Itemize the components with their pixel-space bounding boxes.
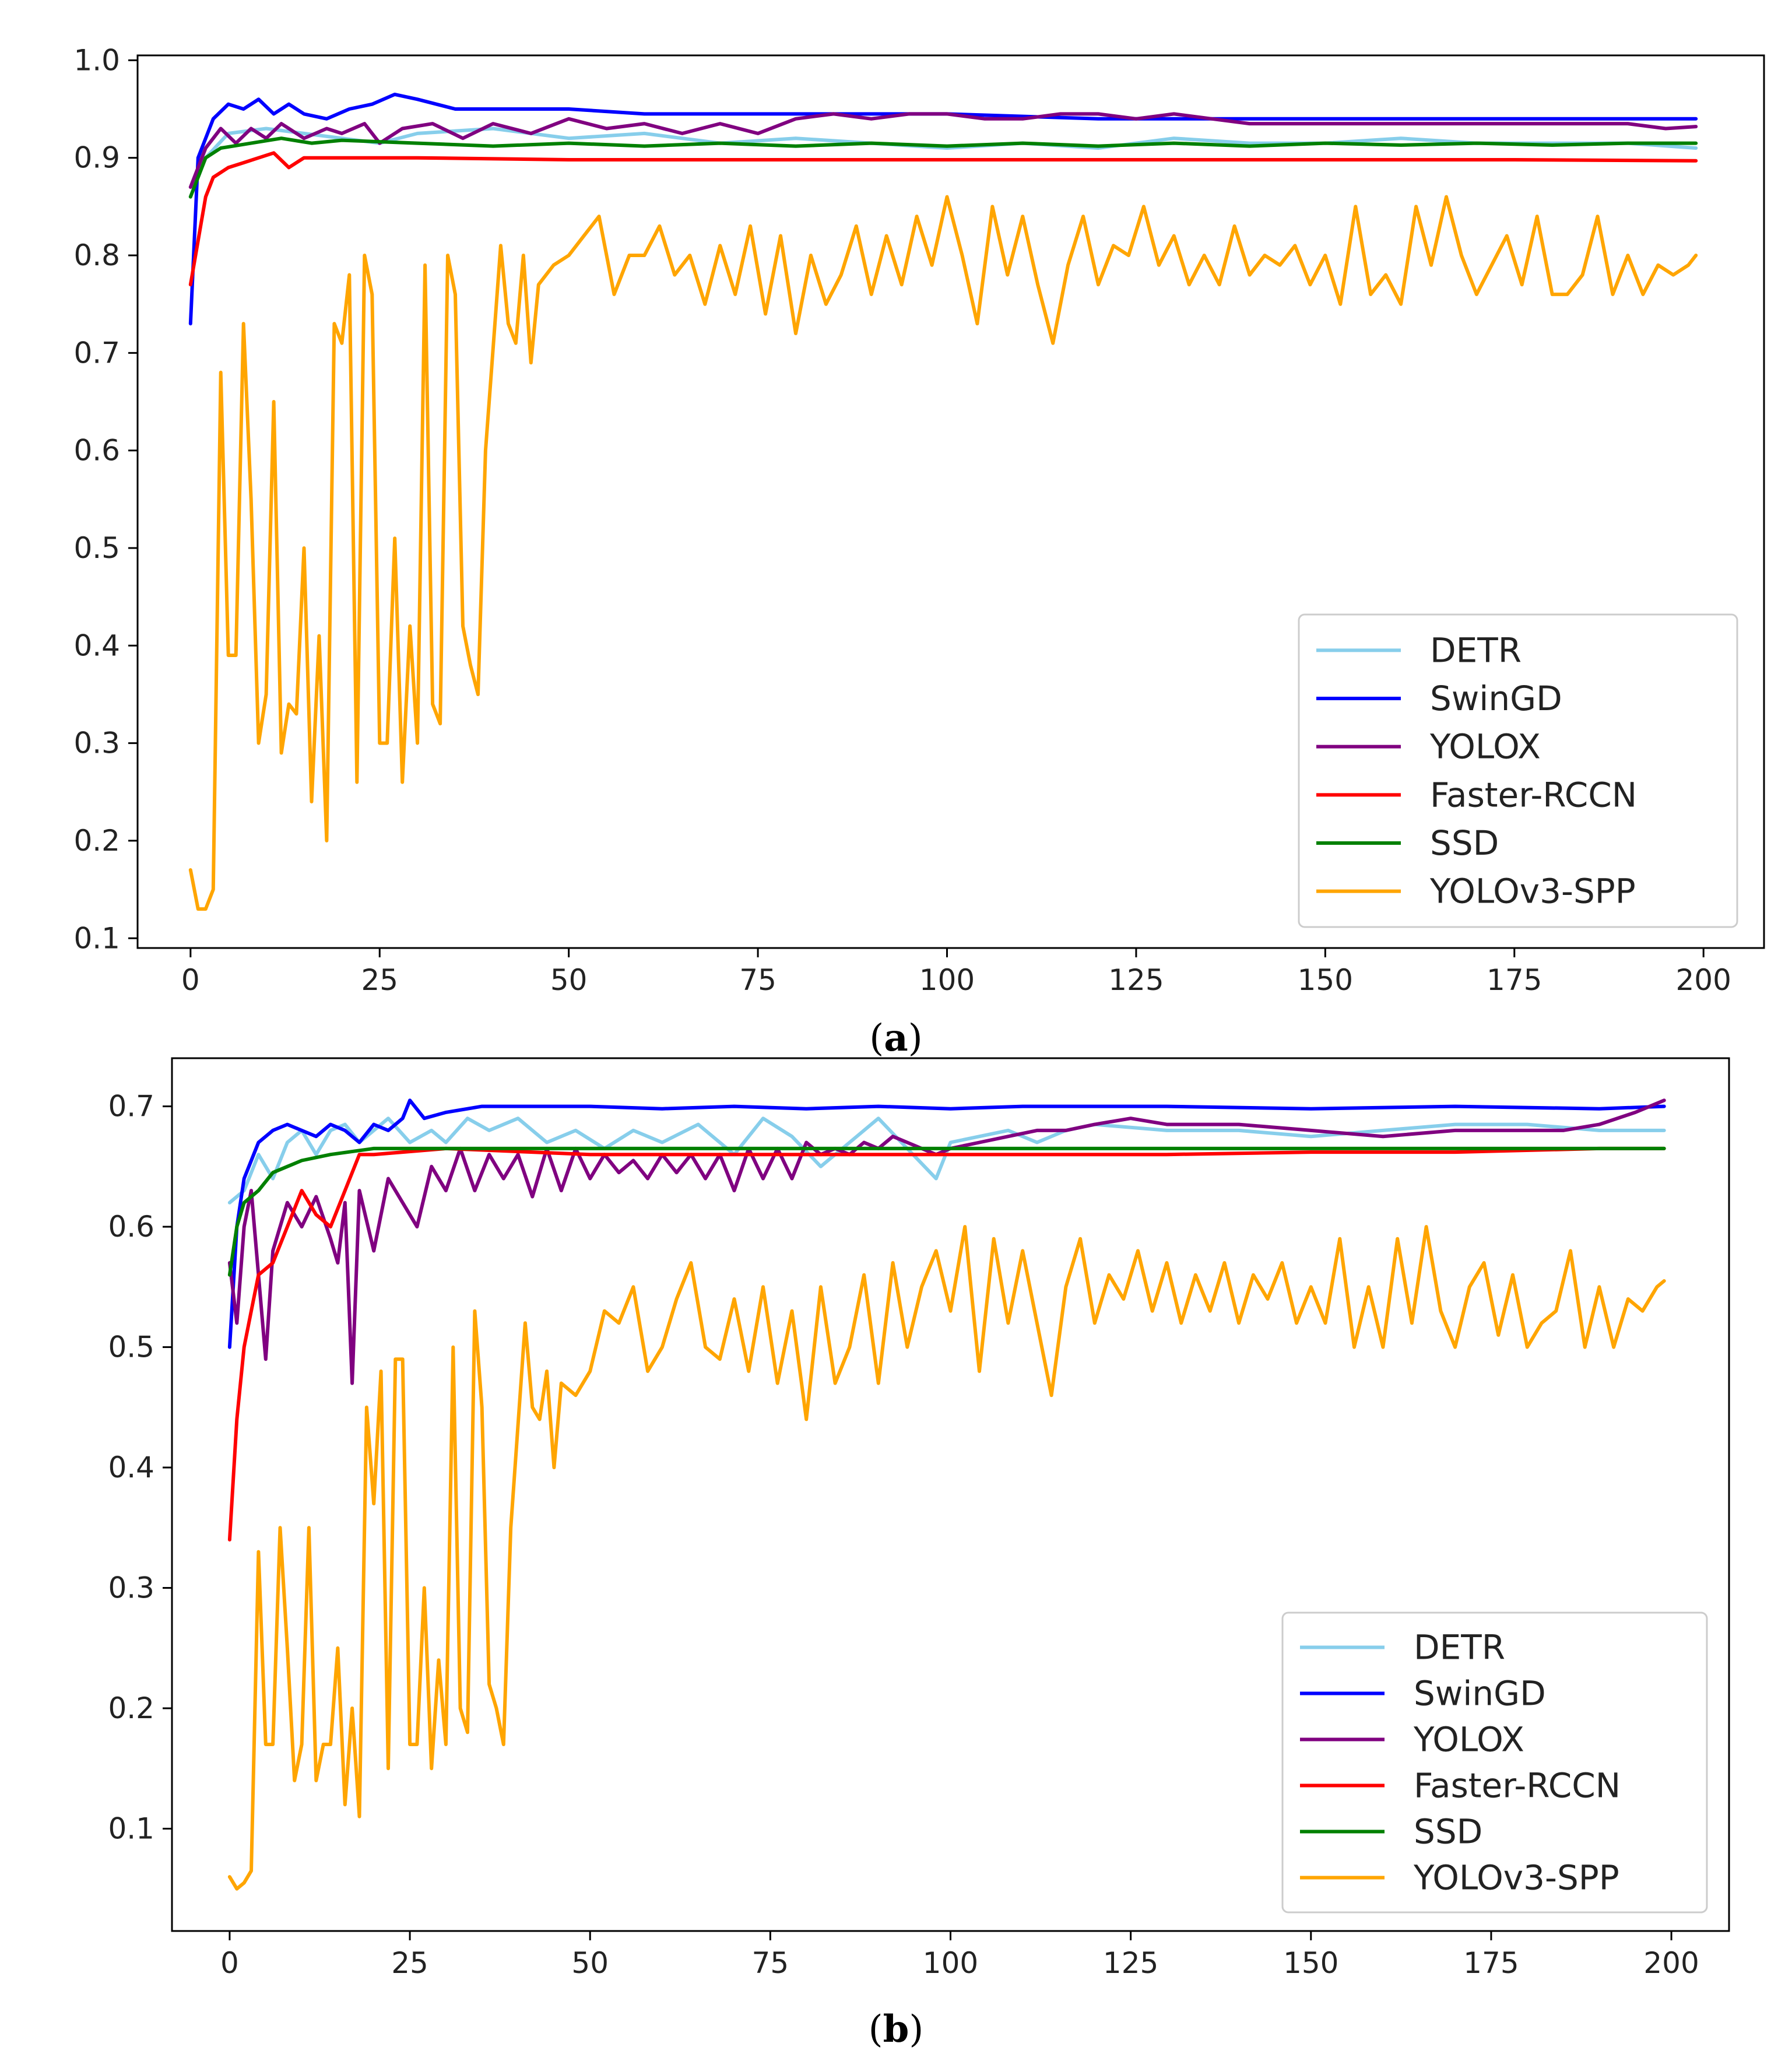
x-tick-label: 50: [571, 1946, 609, 1980]
y-tick-label: 1.0: [73, 43, 120, 77]
legend: DETR SwinGD YOLOX Faster-RCCN SSD YOLOv3-SPP: [1298, 613, 1738, 928]
series-line-swingd: [188, 92, 1698, 326]
series-lines: [188, 92, 1698, 911]
y-tick-label: 0.7: [73, 336, 120, 370]
x-tick-label: 25: [391, 1946, 428, 1980]
x-tick-label: 100: [919, 963, 975, 997]
y-tick-label: 0.2: [108, 1691, 154, 1725]
series-line-faster-rccn: [227, 1146, 1666, 1542]
legend-label-yolox: YOLOX: [1413, 1720, 1524, 1760]
legend-label-yolov3-spp: YOLOv3-SPP: [1429, 872, 1636, 911]
y-tick-label: 0.7: [108, 1090, 154, 1123]
axes-frame: [136, 54, 1765, 949]
y-tick-label: 0.6: [108, 1210, 154, 1244]
panel-b-plot-area: 0 25 50 75 100 125 150 175 200 0.1 0.2 0.3 0.4 0.5 0.6…: [108, 1057, 1730, 1980]
legend-label-yolox: YOLOX: [1429, 727, 1541, 767]
y-tick-label: 0.2: [73, 824, 120, 858]
x-tick-label: 25: [361, 963, 398, 997]
series-line-swingd: [227, 1098, 1666, 1349]
legend-box: [1298, 613, 1738, 928]
legend-label-ssd: SSD: [1430, 823, 1499, 863]
legend-label-faster-rccn: Faster-RCCN: [1414, 1766, 1621, 1806]
x-tick-label: 50: [550, 963, 588, 997]
y-tick-label: 0.3: [73, 726, 120, 760]
y-tick-label: 0.4: [108, 1451, 154, 1484]
x-tick-label: 200: [1675, 963, 1731, 997]
legend-label-swingd: SwinGD: [1414, 1674, 1546, 1714]
x-tick-label: 0: [220, 1946, 239, 1980]
y-tick-label: 0.4: [73, 629, 120, 662]
panel-b: 0 25 50 75 100 125 150 175 200 0.1 0.2 0.3 0.4 0.5 0.6…: [108, 1057, 1730, 2051]
legend-box: [1281, 1611, 1708, 1913]
legend-label-faster-rccn: Faster-RCCN: [1430, 775, 1637, 814]
y-tick-label: 0.5: [73, 531, 120, 565]
series-line-ssd: [227, 1146, 1666, 1277]
series-line-yolov3-spp: [227, 1225, 1666, 1891]
legend-label-detr: DETR: [1430, 630, 1522, 670]
series-line-ssd: [188, 136, 1698, 199]
legend: DETR SwinGD YOLOX Faster-RCCN SSD YOLOv3-SPP: [1281, 1611, 1708, 1913]
x-tick-label: 75: [752, 1946, 789, 1980]
panel-a-caption: (a): [869, 1016, 922, 1060]
series-line-detr: [188, 127, 1698, 199]
x-tick-label: 0: [181, 963, 200, 997]
series-line-yolox: [188, 112, 1698, 189]
legend-label-swingd: SwinGD: [1430, 679, 1562, 718]
x-tick-label: 175: [1463, 1946, 1519, 1980]
x-tick-label: 150: [1283, 1946, 1338, 1980]
x-tick-label: 150: [1298, 963, 1353, 997]
x-tick-label: 100: [923, 1946, 978, 1980]
y-tick-label: 0.5: [108, 1330, 154, 1364]
x-tick-label: 75: [739, 963, 776, 997]
panel-b-caption: (b): [869, 2007, 924, 2051]
y-tick-label: 0.3: [108, 1571, 154, 1605]
series-line-faster-rccn: [188, 151, 1698, 287]
series-line-yolox: [227, 1098, 1666, 1385]
y-tick-label: 0.9: [73, 141, 120, 175]
series-line-yolov3-spp: [188, 195, 1698, 911]
panel-a: 0 25 50 75 100 125 150 175 200 0.1 0.2 0.3 0.4 0.5 0.6…: [73, 43, 1765, 1060]
y-tick-label: 0.1: [73, 921, 120, 955]
x-tick-label: 125: [1108, 963, 1164, 997]
y-tick-label: 0.1: [108, 1811, 154, 1845]
y-tick-label: 0.8: [73, 238, 120, 272]
x-tick-label: 200: [1643, 1946, 1699, 1980]
legend-label-yolov3-spp: YOLOv3-SPP: [1413, 1858, 1619, 1898]
x-tick-label: 175: [1487, 963, 1542, 997]
series-lines: [227, 1098, 1666, 1891]
y-tick-label: 0.6: [73, 434, 120, 468]
legend-label-ssd: SSD: [1414, 1812, 1482, 1852]
legend-label-detr: DETR: [1414, 1628, 1505, 1667]
panel-a-plot-area: 0 25 50 75 100 125 150 175 200 0.1 0.2 0.3 0.4 0.5 0.6…: [73, 43, 1765, 997]
x-tick-label: 125: [1103, 1946, 1158, 1980]
